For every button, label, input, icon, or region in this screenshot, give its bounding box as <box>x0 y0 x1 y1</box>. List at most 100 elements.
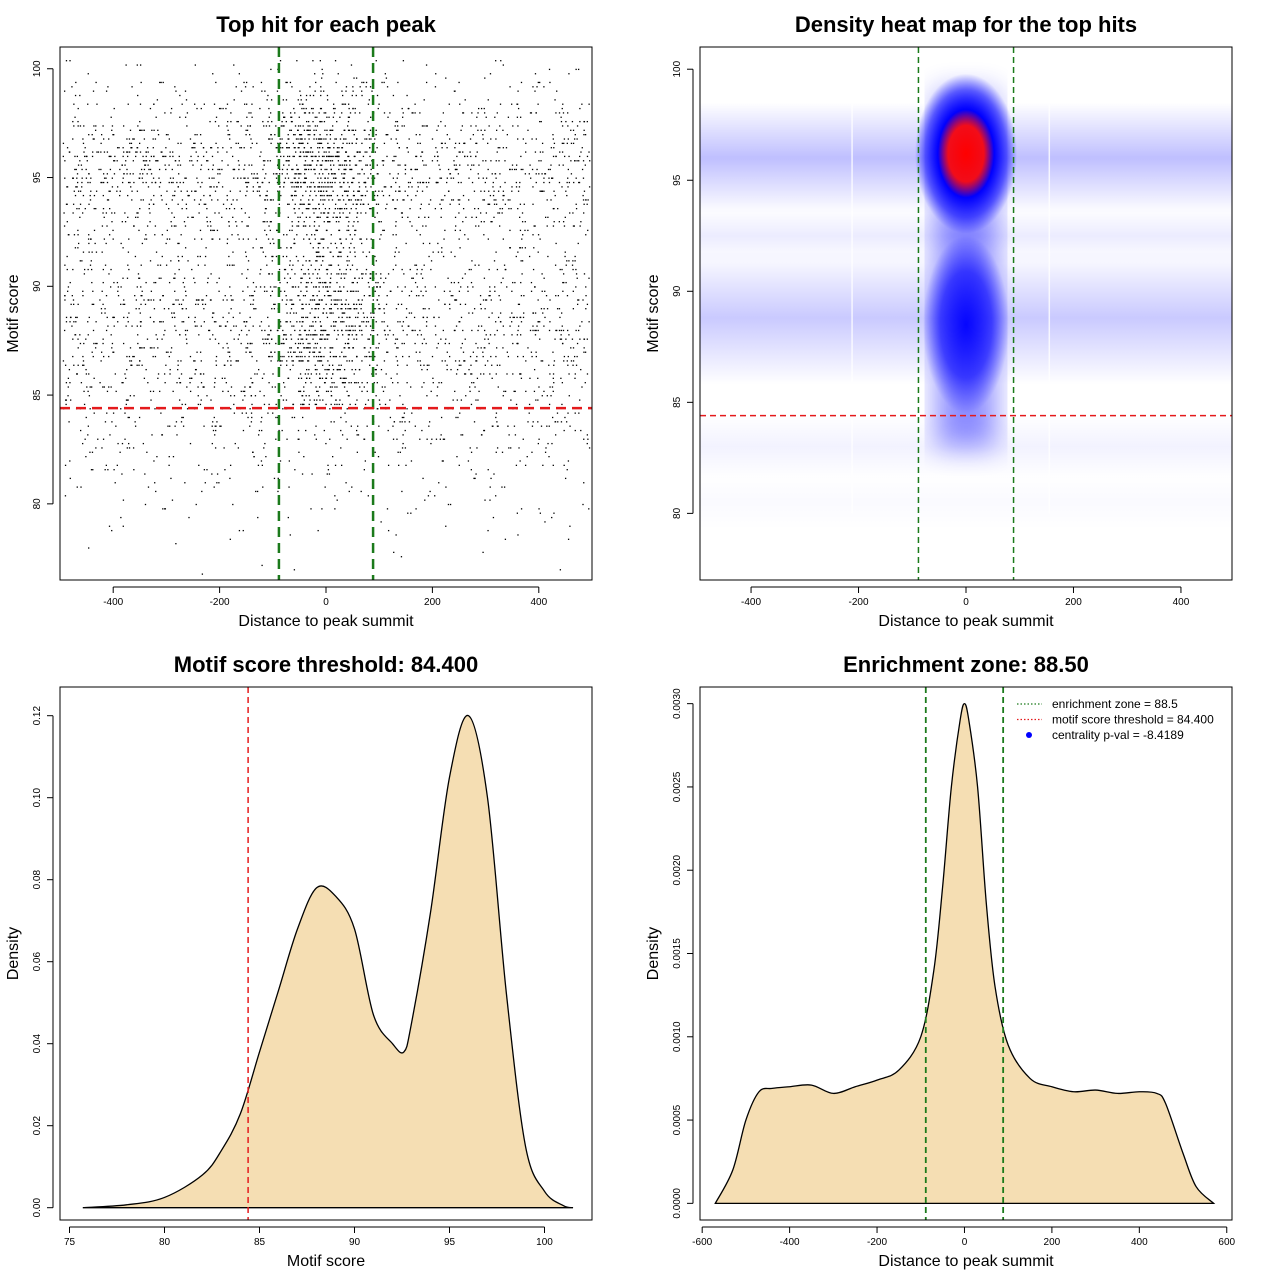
scatter-point <box>419 181 421 184</box>
scatter-point <box>62 155 64 158</box>
scatter-point <box>387 116 389 118</box>
scatter-point <box>289 129 291 131</box>
scatter-point <box>359 238 361 240</box>
scatter-point <box>377 203 380 205</box>
scatter-point <box>255 490 257 493</box>
scatter-point <box>439 177 441 179</box>
scatter-point <box>146 451 148 453</box>
scatter-point <box>66 186 68 188</box>
scatter-point <box>105 295 108 297</box>
scatter-point <box>354 234 356 236</box>
scatter-point <box>485 212 488 214</box>
scatter-point <box>221 377 223 379</box>
scatter-point <box>558 164 560 166</box>
scatter-point <box>179 164 182 166</box>
scatter-point <box>366 151 368 153</box>
scatter-point <box>349 112 352 114</box>
scatter-point <box>319 299 321 301</box>
scatter-point <box>340 364 342 366</box>
scatter-point <box>373 177 376 179</box>
scatter-point <box>102 207 105 210</box>
scatter-point <box>396 438 398 440</box>
scatter-point <box>532 234 534 236</box>
scatter-point <box>112 229 114 232</box>
scatter-point <box>383 186 385 188</box>
scatter-point <box>128 151 131 153</box>
scatter-point <box>553 190 555 192</box>
scatter-point <box>328 173 330 175</box>
scatter-point <box>502 147 504 149</box>
scatter-point <box>347 264 349 266</box>
scatter-point <box>303 107 305 110</box>
scatter-point <box>157 347 159 349</box>
scatter-point <box>507 355 510 358</box>
scatter-point <box>317 316 319 319</box>
scatter-point <box>519 373 521 375</box>
scatter-point <box>310 186 312 188</box>
scatter-point <box>574 412 576 414</box>
scatter-point <box>496 421 498 423</box>
scatter-point <box>345 203 347 205</box>
scatter-point <box>354 112 356 114</box>
scatter-point <box>194 142 196 145</box>
scatter-point <box>210 186 212 188</box>
scatter-point <box>377 173 379 175</box>
scatter-point <box>377 455 380 458</box>
scatter-point <box>210 399 212 401</box>
scatter-point <box>365 325 367 327</box>
scatter-point <box>259 186 261 188</box>
scatter-point <box>320 360 323 362</box>
scatter-point <box>94 129 97 131</box>
scatter-point <box>154 138 157 140</box>
scatter-point <box>87 334 89 336</box>
scatter-point <box>159 299 161 301</box>
scatter-point <box>250 377 252 379</box>
scatter-point <box>272 412 274 414</box>
scatter-point <box>209 120 211 123</box>
scatter-point <box>161 338 163 340</box>
scatter-point <box>332 347 334 349</box>
scatter-point <box>152 138 154 140</box>
scatter-point <box>212 73 214 75</box>
scatter-point <box>535 351 537 353</box>
scatter-point <box>332 255 334 258</box>
scatter-point <box>127 321 129 323</box>
scatter-point <box>460 399 463 401</box>
scatter-point <box>442 460 444 462</box>
scatter-point <box>189 355 192 358</box>
scatter-point <box>320 177 322 179</box>
scatter-point <box>512 316 514 319</box>
scatter-point <box>324 181 326 184</box>
scatter-point <box>76 186 78 188</box>
scatter-point <box>346 255 349 258</box>
scatter-point <box>435 438 438 440</box>
scatter-point <box>527 347 529 349</box>
scatter-point <box>428 177 431 179</box>
x-tick-label: 0 <box>962 1237 968 1248</box>
scatter-point <box>567 412 569 414</box>
scatter-point <box>175 329 177 332</box>
scatter-point <box>309 129 311 131</box>
scatter-point <box>569 212 571 214</box>
scatter-point <box>534 329 536 332</box>
scatter-point <box>370 173 372 175</box>
scatter-point <box>284 386 286 388</box>
scatter-point <box>346 290 349 292</box>
scatter-point <box>117 295 120 297</box>
scatter-point <box>272 173 275 175</box>
scatter-point <box>165 168 167 171</box>
scatter-point <box>306 234 308 236</box>
scatter-point <box>280 155 282 158</box>
scatter-point <box>350 325 353 327</box>
x-tick-label: -600 <box>692 1237 712 1248</box>
scatter-point <box>374 355 376 358</box>
scatter-point <box>237 360 240 362</box>
scatter-point <box>164 508 167 510</box>
scatter-point <box>289 347 291 349</box>
scatter-point <box>517 125 519 127</box>
scatter-point <box>583 129 585 131</box>
scatter-point <box>327 290 329 292</box>
scatter-point <box>318 142 321 145</box>
scatter-point <box>193 360 195 362</box>
scatter-point <box>460 316 463 319</box>
